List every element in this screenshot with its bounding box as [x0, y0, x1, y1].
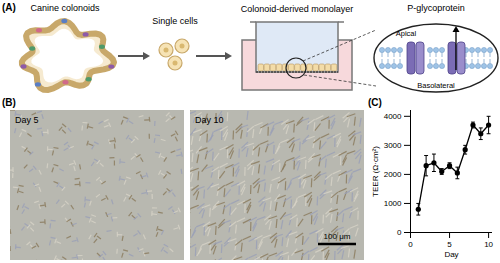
- svg-text:(C): (C): [368, 97, 382, 108]
- svg-text:2000: 2000: [384, 170, 402, 179]
- svg-text:Canine colonoids: Canine colonoids: [30, 3, 100, 13]
- svg-text:10: 10: [484, 240, 493, 249]
- svg-text:Day: Day: [444, 250, 458, 259]
- svg-text:P-glycoprotein: P-glycoprotein: [407, 3, 465, 13]
- svg-text:4000: 4000: [384, 112, 402, 121]
- svg-text:Single cells: Single cells: [152, 16, 198, 26]
- svg-text:Apical: Apical: [396, 29, 417, 38]
- svg-text:0: 0: [397, 228, 402, 237]
- svg-text:Basolateral: Basolateral: [417, 81, 455, 90]
- svg-text:1000: 1000: [384, 199, 402, 208]
- svg-text:Day 10: Day 10: [195, 115, 224, 125]
- svg-text:100 μm: 100 μm: [324, 232, 351, 241]
- svg-text:(B): (B): [2, 97, 16, 108]
- svg-text:3000: 3000: [384, 141, 402, 150]
- svg-text:Day 5: Day 5: [15, 115, 39, 125]
- svg-text:(A): (A): [2, 2, 16, 13]
- svg-text:5: 5: [447, 240, 452, 249]
- svg-text:TEER (Ω·cm²): TEER (Ω·cm²): [371, 146, 380, 197]
- svg-text:0: 0: [408, 240, 413, 249]
- svg-text:Colonoid-derived monolayer: Colonoid-derived monolayer: [241, 4, 354, 14]
